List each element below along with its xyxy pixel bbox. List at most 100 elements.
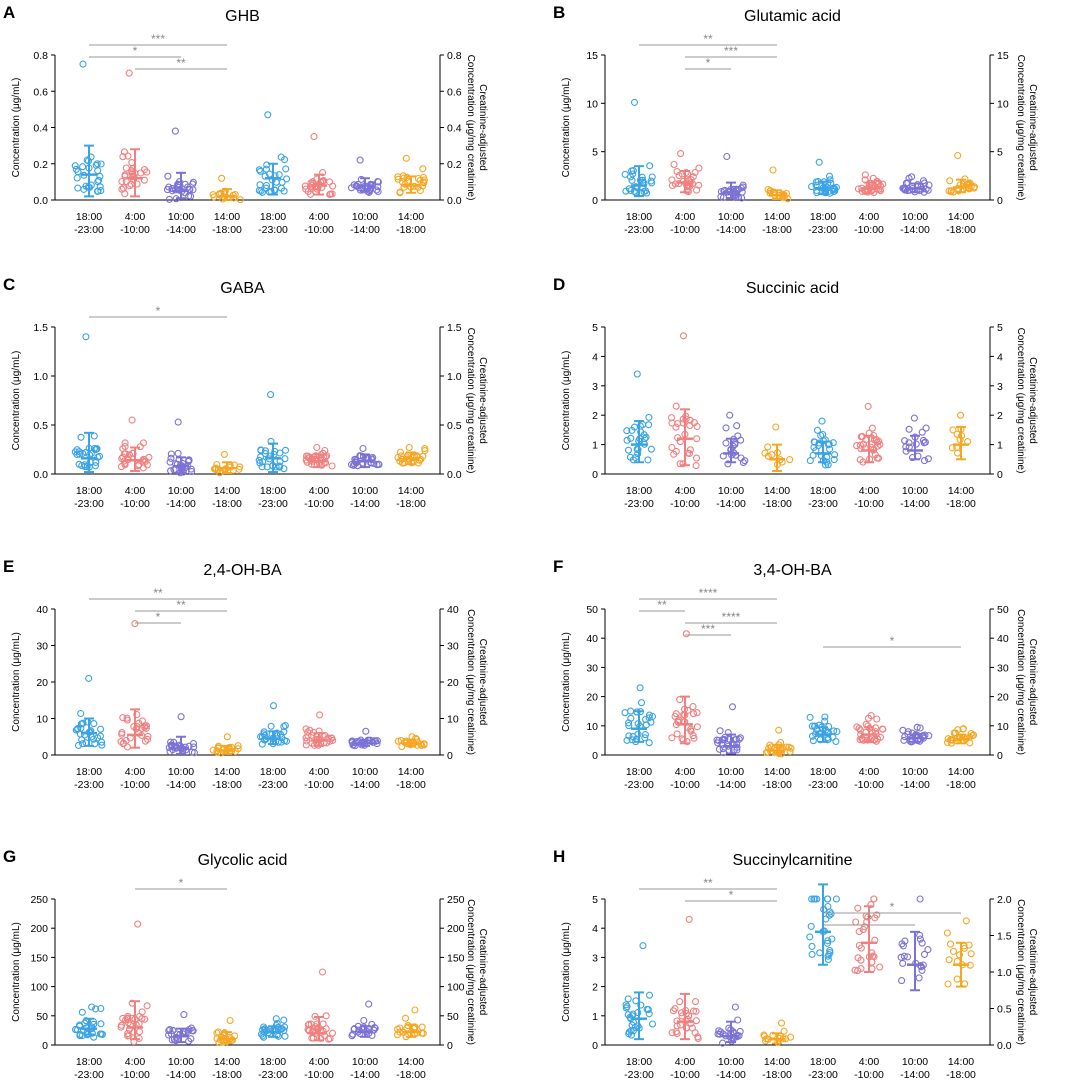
data-point [857, 956, 865, 964]
panel-d: D Succinic acid 0 1 2 3 4 5 0 1 2 3 4 5 Concentration … [553, 275, 1038, 510]
data-point [867, 901, 875, 909]
data-point [949, 736, 957, 744]
x-category-label-line1: 10:00 [902, 485, 928, 497]
data-point [174, 418, 182, 426]
x-category-label-line1: 4:00 [859, 1056, 880, 1068]
y-tick-label-right: 0 [997, 195, 1003, 207]
data-point [255, 166, 263, 174]
data-point [174, 449, 182, 457]
data-point [627, 186, 635, 195]
data-point [634, 450, 642, 458]
data-point [898, 977, 906, 985]
data-point [144, 732, 152, 740]
data-point [856, 726, 864, 734]
data-point [141, 1015, 149, 1023]
x-category-label-line2: -10:00 [854, 779, 884, 791]
data-point [220, 450, 228, 458]
series-group-8 [948, 411, 972, 461]
data-point [264, 111, 272, 119]
data-point [864, 714, 873, 722]
y-tick-label-left: 15 [586, 50, 598, 62]
x-category-label: 10:00 -14:00 [350, 211, 380, 236]
data-point [305, 1020, 313, 1028]
data-point [859, 736, 868, 744]
data-point [634, 1009, 642, 1017]
series-group-8 [394, 443, 429, 467]
data-point [821, 713, 829, 721]
x-category-label-line2: -18:00 [212, 224, 242, 236]
y-axis-title-right-line2: Concentration (μg/mg creatinine) [1015, 328, 1026, 474]
chart-title: GABA [220, 280, 265, 297]
series-group-4 [209, 174, 244, 204]
x-category-label-line1: 14:00 [398, 766, 424, 778]
significance-label: ** [176, 56, 186, 70]
y-tick-label-left: 30 [36, 641, 48, 653]
data-point [912, 440, 920, 448]
x-category-label-line2: -23:00 [258, 1069, 288, 1081]
x-category-label-line1: 4:00 [309, 485, 330, 497]
y-axis-title-left: Concentration (μg/mL) [11, 78, 22, 178]
data-point [966, 733, 974, 741]
data-point [95, 452, 104, 460]
data-point [123, 716, 131, 724]
data-point [899, 959, 907, 967]
data-point [646, 162, 654, 170]
x-category-label-line1: 4:00 [125, 211, 146, 223]
x-category-label-line2: -18:00 [396, 498, 426, 510]
series-group-5 [257, 702, 291, 748]
y-tick-label-left: 250 [30, 894, 48, 906]
data-point [724, 729, 732, 737]
data-point [74, 741, 83, 749]
data-point [280, 1016, 288, 1024]
data-point [169, 1026, 177, 1035]
data-point [121, 439, 129, 447]
data-point [806, 713, 814, 721]
x-category-label: 4:00 -10:00 [854, 485, 884, 510]
data-point [636, 684, 644, 692]
x-category-label-line2: -10:00 [854, 498, 884, 510]
data-point [808, 732, 817, 740]
data-point [626, 173, 635, 181]
data-point [916, 724, 924, 732]
data-point [373, 740, 381, 748]
chart-title: Succinic acid [746, 280, 839, 297]
data-point [739, 183, 747, 191]
data-point [832, 737, 840, 746]
x-category-label-line1: 18:00 [626, 211, 652, 223]
data-point [672, 447, 680, 455]
series-group-4 [761, 423, 794, 473]
series-group-2 [668, 630, 701, 746]
data-point [78, 1032, 86, 1040]
data-point [826, 949, 834, 957]
data-point [667, 414, 676, 422]
data-point [954, 151, 962, 160]
data-point [632, 997, 640, 1005]
x-category-label-line2: -18:00 [212, 1069, 242, 1081]
x-category-label-line2: -18:00 [946, 498, 976, 510]
data-point [187, 1035, 195, 1043]
x-category-label-line2: -14:00 [166, 1069, 196, 1081]
data-point [677, 1021, 685, 1029]
data-point [118, 185, 126, 193]
series-group-4 [764, 166, 792, 203]
x-category-label: 10:00 -14:00 [900, 766, 930, 791]
data-point [826, 445, 834, 453]
data-point [419, 173, 427, 181]
y-tick-label-right: 0.0 [447, 469, 462, 481]
x-category-label-line2: -18:00 [212, 498, 242, 510]
data-point [76, 1032, 84, 1040]
data-point [815, 158, 823, 166]
x-category-label-line1: 18:00 [626, 766, 652, 778]
data-point [257, 187, 265, 195]
y-tick-label-left: 0.4 [33, 123, 48, 135]
data-point [668, 1029, 676, 1037]
data-point [83, 156, 91, 164]
data-point [920, 457, 929, 465]
data-point [304, 732, 312, 740]
x-category-label-line1: 10:00 [718, 485, 744, 497]
chart-title: GHB [225, 8, 260, 25]
data-point [128, 159, 136, 167]
x-category-label: 14:00 -18:00 [212, 211, 242, 236]
x-category-label: 14:00 -18:00 [946, 766, 976, 791]
data-point [813, 895, 821, 903]
